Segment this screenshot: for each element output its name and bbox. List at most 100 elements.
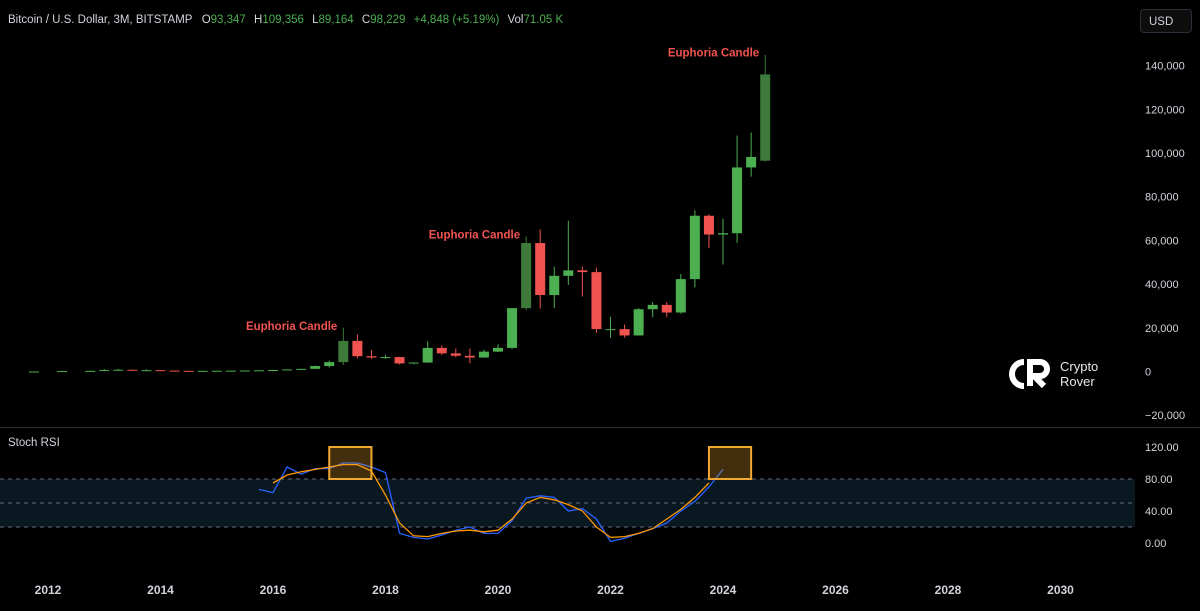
- candle-body: [577, 270, 588, 273]
- high-key: H: [254, 14, 263, 26]
- stoch-rsi-chart[interactable]: 0.00 40.00 80.00 120.00: [0, 428, 1200, 573]
- candle-body: [703, 215, 714, 235]
- candle-body: [689, 215, 700, 280]
- candle-body: [155, 370, 166, 372]
- candle-body: [380, 357, 391, 359]
- year-label: 2014: [147, 583, 174, 597]
- candle-body: [718, 233, 728, 235]
- candle-body: [464, 355, 475, 358]
- candle-body: [507, 308, 518, 348]
- candle-body: [619, 329, 630, 336]
- open-key: O: [201, 14, 211, 26]
- close-key: C: [361, 14, 371, 26]
- candle-body: [268, 369, 278, 371]
- time-axis[interactable]: 2012 2014 2016 2018 2020 2022 2024 2026 2028 2030: [0, 575, 1200, 611]
- year-label: 2022: [597, 583, 624, 597]
- price-axis-label: 120,000: [1145, 104, 1185, 116]
- candle-body: [408, 362, 419, 364]
- candle-body: [493, 347, 503, 352]
- panel-divider: [0, 427, 1200, 428]
- year-label: 2024: [710, 583, 737, 597]
- candle-body: [366, 356, 377, 358]
- volume-value: 71.05 K: [523, 14, 564, 26]
- open-value: 93,347: [210, 14, 246, 26]
- low-key: L: [312, 14, 319, 26]
- year-label: 2030: [1047, 583, 1074, 597]
- rsi-axis-label: 0.00: [1145, 538, 1166, 550]
- candle-body: [85, 370, 96, 372]
- candle-body: [239, 370, 250, 372]
- candle-body: [478, 351, 489, 358]
- price-axis-label: 0: [1145, 367, 1151, 379]
- candle-body: [436, 347, 447, 354]
- candle-body: [422, 347, 433, 363]
- change-value: +4,848 (+5.19%): [413, 14, 500, 26]
- candle-body: [591, 272, 602, 330]
- candle-body: [675, 279, 686, 313]
- candle-body: [521, 243, 532, 309]
- rsi-axis-label: 120.00: [1145, 442, 1179, 454]
- candle-body: [450, 353, 461, 356]
- low-value: 89,164: [318, 14, 354, 26]
- euphoria-annotation: Euphoria Candle: [429, 229, 520, 241]
- price-axis-label: 140,000: [1145, 61, 1185, 73]
- year-label: 2028: [935, 583, 962, 597]
- year-label: 2020: [485, 583, 512, 597]
- candle-body: [549, 275, 560, 296]
- chart-header: Bitcoin / U.S. Dollar, 3M, BITSTAMP O93,…: [8, 14, 568, 26]
- logo-line2: Rover: [1060, 374, 1095, 389]
- candle-body: [661, 304, 672, 313]
- candle-body: [535, 243, 546, 296]
- euphoria-annotation: Euphoria Candle: [668, 48, 759, 60]
- candle-body: [183, 370, 194, 372]
- candle-body: [310, 366, 321, 369]
- price-axis-label: 80,000: [1145, 192, 1179, 204]
- price-chart[interactable]: −20,000 0 20,000 40,000 60,000 80,000 100,000 1…: [0, 0, 1200, 428]
- candle-body: [352, 340, 363, 357]
- candle-body: [633, 309, 644, 336]
- year-label: 2018: [372, 583, 399, 597]
- candle-body: [127, 369, 138, 371]
- rsi-highlight-box: [707, 446, 753, 480]
- candle-body: [394, 357, 405, 364]
- candle-body: [760, 74, 771, 161]
- year-label: 2026: [822, 583, 849, 597]
- candle-body: [113, 369, 124, 371]
- candle-body: [253, 370, 264, 372]
- candle-body: [324, 362, 335, 367]
- year-label: 2012: [35, 583, 62, 597]
- rsi-axis-label: 40.00: [1145, 506, 1173, 518]
- candle-body: [732, 167, 743, 234]
- candle-body: [282, 369, 293, 371]
- high-value: 109,356: [262, 14, 304, 26]
- candle-body: [169, 370, 180, 372]
- stoch-d-line: [272, 463, 710, 539]
- candle-body: [647, 304, 658, 310]
- crypto-rover-logo: Crypto Rover: [1008, 359, 1098, 389]
- indicator-label: Stoch RSI: [8, 437, 60, 449]
- price-axis-label: 40,000: [1145, 279, 1179, 291]
- candle-body: [746, 156, 757, 168]
- price-axis-label: 20,000: [1145, 323, 1179, 335]
- candle-body: [197, 370, 208, 372]
- rsi-highlight-box: [328, 446, 373, 480]
- candle-body: [211, 370, 222, 372]
- candle-body: [605, 329, 616, 331]
- candle-body: [141, 370, 152, 372]
- candle-body: [28, 371, 39, 373]
- price-axis-label: 60,000: [1145, 235, 1179, 247]
- candle-body: [296, 368, 307, 370]
- crypto-rover-logo-icon: [1009, 359, 1050, 389]
- year-label: 2016: [260, 583, 287, 597]
- euphoria-annotation: Euphoria Candle: [246, 321, 337, 333]
- candle-body: [57, 371, 68, 373]
- symbol-title: Bitcoin / U.S. Dollar, 3M, BITSTAMP: [8, 14, 193, 26]
- currency-button[interactable]: USD: [1140, 9, 1192, 33]
- candle-body: [563, 270, 574, 276]
- price-axis-label: 100,000: [1145, 148, 1185, 160]
- candle-body: [225, 370, 236, 372]
- logo-line1: Crypto: [1060, 359, 1099, 374]
- candle-body: [338, 340, 349, 363]
- candle-body: [99, 369, 110, 371]
- rsi-axis-label: 80.00: [1145, 474, 1173, 486]
